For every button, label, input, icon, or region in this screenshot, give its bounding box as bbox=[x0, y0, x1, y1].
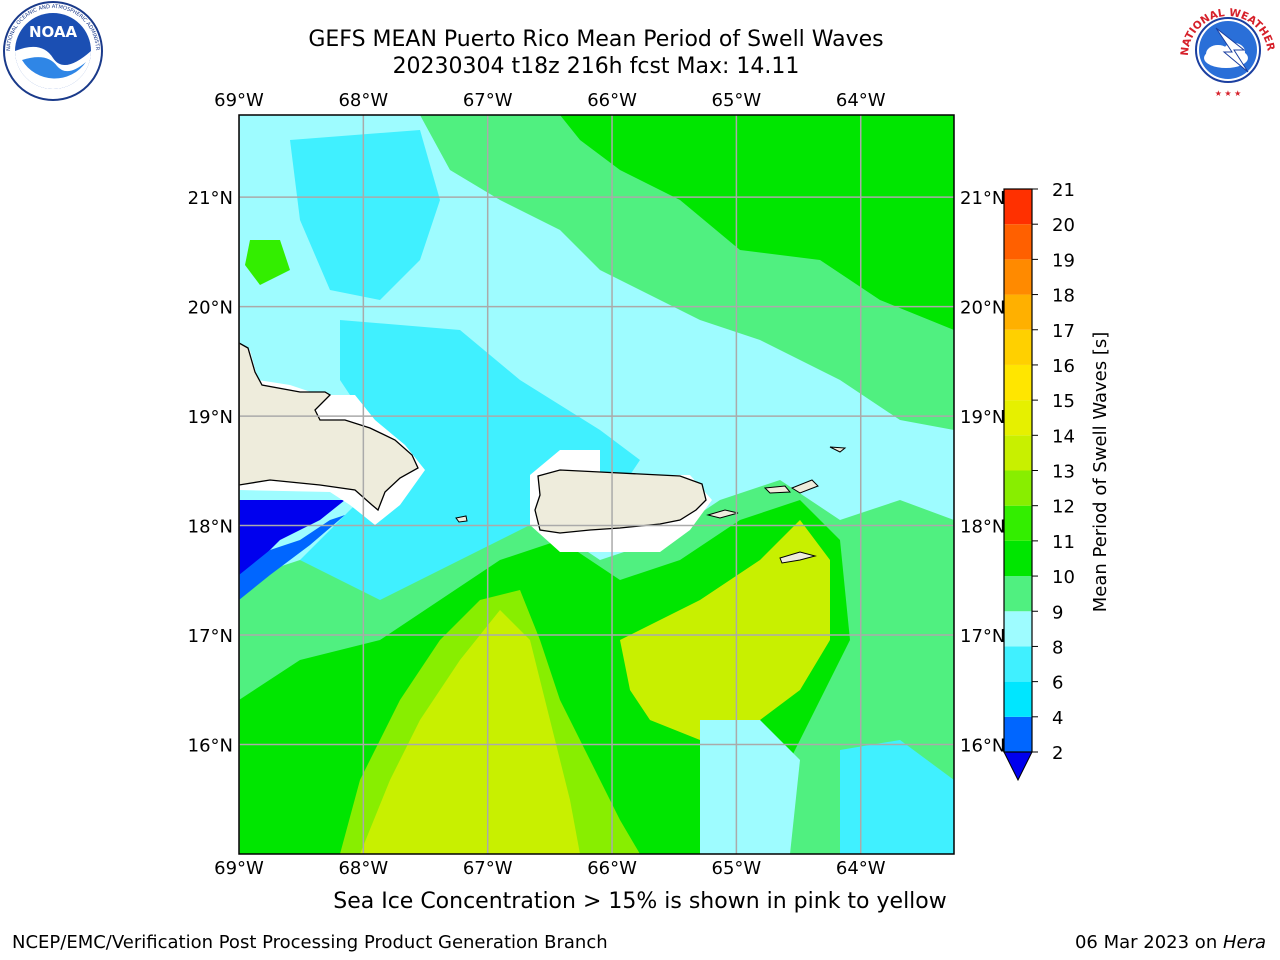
noaa-logo-text: NOAA bbox=[29, 23, 78, 41]
colorbar-extend-arrow bbox=[1003, 751, 1033, 782]
land-vieques bbox=[706, 509, 739, 519]
colorbar-tick-label: 14 bbox=[1052, 426, 1075, 447]
colorbar-tick-label: 10 bbox=[1052, 567, 1075, 588]
lat-tick-label-left: 17°N bbox=[188, 626, 233, 647]
lat-tick-label-right: 20°N bbox=[960, 298, 1005, 319]
colorbar-tick-label: 20 bbox=[1052, 215, 1075, 236]
colorbar-tick-label: 8 bbox=[1052, 637, 1063, 658]
colorbar-tick-label: 12 bbox=[1052, 497, 1075, 518]
colorbar-segment bbox=[1004, 611, 1032, 647]
contour-region-deep-blue bbox=[239, 500, 345, 580]
lat-tick-label-right: 19°N bbox=[960, 407, 1005, 428]
contour-region-bright-green-north bbox=[560, 115, 954, 330]
map-frame bbox=[238, 114, 955, 855]
colorbar-segment bbox=[1004, 646, 1032, 682]
colorbar-segment bbox=[1004, 505, 1032, 541]
land-st-croix bbox=[779, 551, 817, 564]
lat-tick-label-left: 21°N bbox=[188, 188, 233, 209]
chart-title: GEFS MEAN Puerto Rico Mean Period of Swe… bbox=[308, 27, 884, 52]
lon-tick-label-bottom: 67°W bbox=[463, 858, 513, 879]
colorbar-segment bbox=[1004, 189, 1032, 225]
gridlines bbox=[239, 115, 954, 854]
colorbar-segment bbox=[1004, 470, 1032, 506]
colorbar-segment bbox=[1004, 576, 1032, 612]
land-bvi bbox=[790, 479, 819, 494]
colorbar-tick-label: 9 bbox=[1052, 602, 1063, 623]
colorbar-tick-label: 11 bbox=[1052, 532, 1075, 553]
colorbar-segment bbox=[1004, 540, 1032, 577]
lon-labels-bottom: 69°W 68°W 67°W 66°W 65°W 64°W bbox=[214, 858, 886, 879]
lon-tick-label-top: 69°W bbox=[214, 90, 264, 111]
land-st-thomas bbox=[763, 485, 792, 494]
colorbar-tick-label: 19 bbox=[1052, 250, 1075, 271]
land-mona bbox=[455, 515, 468, 523]
lon-tick-label-bottom: 65°W bbox=[712, 858, 762, 879]
colorbar-tick-label: 21 bbox=[1052, 180, 1075, 201]
land-puerto-rico bbox=[534, 469, 707, 534]
colorbar-tick-label: 15 bbox=[1052, 391, 1075, 412]
colorbar-segment bbox=[1004, 435, 1032, 471]
colorbar-tick-label: 13 bbox=[1052, 462, 1075, 483]
colorbar-tick-label: 16 bbox=[1052, 356, 1075, 377]
colorbar-segment bbox=[1004, 294, 1032, 330]
contour-region-yellow-green-east bbox=[620, 520, 830, 740]
footer-date: 06 Mar 2023 on Hera bbox=[1075, 932, 1266, 953]
lat-tick-label-right: 18°N bbox=[960, 517, 1005, 538]
nws-logo: NATIONAL WEATHER SERVICE ★ ★ ★ bbox=[1176, 0, 1277, 98]
colorbar-segment bbox=[1004, 259, 1032, 295]
contour-region-green-northwest bbox=[245, 240, 290, 285]
svg-text:★ ★ ★: ★ ★ ★ bbox=[1215, 89, 1242, 98]
lon-tick-label-bottom: 64°W bbox=[836, 858, 886, 879]
lat-tick-label-right: 21°N bbox=[960, 188, 1005, 209]
colorbar-segment bbox=[1004, 681, 1032, 717]
contour-region-blue bbox=[239, 515, 345, 600]
caption: Sea Ice Concentration > 15% is shown in … bbox=[333, 889, 947, 914]
contour-region-cyan-northwest bbox=[290, 130, 440, 300]
lon-tick-label-top: 66°W bbox=[587, 90, 637, 111]
colorbar-tick-label: 18 bbox=[1052, 286, 1075, 307]
swell-period-field bbox=[239, 115, 954, 854]
land-hispaniola bbox=[239, 342, 419, 512]
colorbar-segment bbox=[1004, 329, 1032, 365]
footer-credit: NCEP/EMC/Verification Post Processing Pr… bbox=[12, 932, 608, 953]
colorbar-tick-label: 17 bbox=[1052, 321, 1075, 342]
colorbar-label: Mean Period of Swell Waves [s] bbox=[1090, 332, 1111, 613]
lat-labels-right: 21°N 20°N 19°N 18°N 17°N 16°N bbox=[960, 188, 1005, 756]
lon-tick-label-bottom: 68°W bbox=[338, 858, 388, 879]
noaa-logo: NOAA NATIONAL OCEANIC AND ATMOSPHERIC AD… bbox=[2, 0, 103, 101]
colorbar-segment bbox=[1004, 224, 1032, 260]
lon-tick-label-top: 65°W bbox=[712, 90, 762, 111]
lon-tick-label-bottom: 69°W bbox=[214, 858, 264, 879]
contour-region-cyan-central bbox=[300, 320, 640, 640]
colorbar-segment bbox=[1004, 400, 1032, 436]
colorbar: 2 4 6 8 9 10 11 12 13 14 15 16 17 18 19 20 21 bbox=[1003, 180, 1075, 782]
contour-region-cyan-east bbox=[840, 740, 954, 854]
contour-region-cyan-southeast bbox=[700, 720, 800, 854]
lon-tick-label-top: 67°W bbox=[463, 90, 513, 111]
colorbar-segment bbox=[1004, 364, 1032, 401]
lat-tick-label-left: 18°N bbox=[188, 517, 233, 538]
footer-host: Hera bbox=[1222, 932, 1266, 953]
land-anegada bbox=[829, 446, 847, 453]
lon-tick-label-top: 68°W bbox=[338, 90, 388, 111]
colorbar-tick-label: 6 bbox=[1052, 673, 1063, 694]
colorbar-tick-label: 2 bbox=[1052, 743, 1063, 764]
lat-tick-label-left: 16°N bbox=[188, 736, 233, 757]
colorbar-tick-label: 4 bbox=[1052, 708, 1063, 729]
lon-tick-label-bottom: 66°W bbox=[587, 858, 637, 879]
lat-tick-label-left: 19°N bbox=[188, 407, 233, 428]
contour-region-yellow-green-south bbox=[360, 610, 580, 854]
chart-subtitle: 20230304 t18z 216h fcst Max: 14.11 bbox=[392, 54, 800, 79]
colorbar-segment bbox=[1004, 716, 1032, 752]
lon-labels-top: 69°W 68°W 67°W 66°W 65°W 64°W bbox=[214, 90, 886, 111]
lat-tick-label-right: 16°N bbox=[960, 736, 1005, 757]
footer-date-text: 06 Mar 2023 on bbox=[1074, 932, 1223, 953]
lat-tick-label-right: 17°N bbox=[960, 626, 1005, 647]
lat-labels-left: 21°N 20°N 19°N 18°N 17°N 16°N bbox=[188, 188, 233, 756]
lon-tick-label-top: 64°W bbox=[836, 90, 886, 111]
lat-tick-label-left: 20°N bbox=[188, 298, 233, 319]
